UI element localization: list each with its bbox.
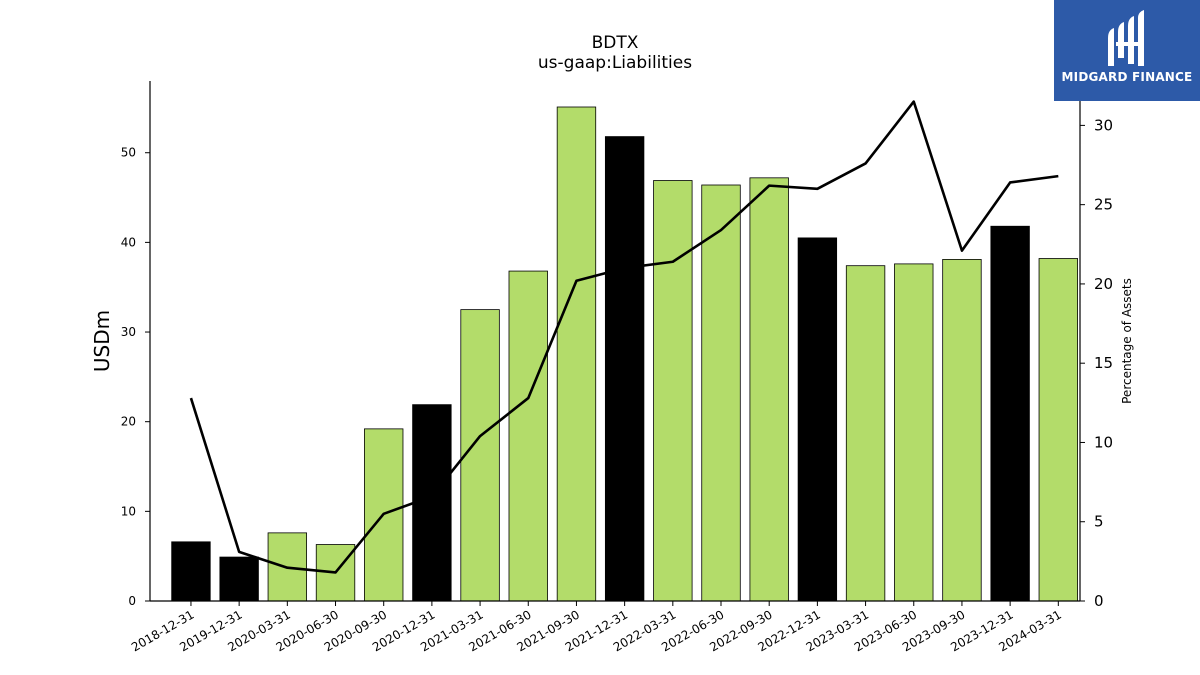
- logo: MIDGARD FINANCE: [1054, 0, 1200, 101]
- bar-group: [171, 106, 1078, 602]
- y-axis-label-right: Percentage of Assets: [1120, 278, 1134, 404]
- bar-2023-12-31: [990, 225, 1030, 602]
- logo-text: MIDGARD FINANCE: [1061, 70, 1193, 84]
- y-tick-label-right: 0: [1094, 592, 1104, 610]
- bar-2018-12-31: [171, 541, 211, 602]
- bar-2023-03-31: [845, 265, 886, 602]
- y-tick-label-left: 50: [121, 146, 136, 160]
- y-tick-label-left: 10: [121, 504, 136, 518]
- bar-2021-03-31: [460, 309, 500, 602]
- line-group: [189, 100, 1059, 574]
- y-tick-label-right: 5: [1094, 513, 1104, 531]
- y-tick-label-right: 10: [1094, 433, 1113, 451]
- y-axis-label-left: USDm: [90, 310, 114, 372]
- chart-title: BDTX: [592, 33, 639, 53]
- bar-2023-06-30: [894, 263, 934, 602]
- percentage-line: [189, 100, 1059, 574]
- bar-2022-03-31: [653, 180, 693, 602]
- y-tick-label-right: 25: [1094, 196, 1113, 214]
- y-tick-label-right: 30: [1094, 116, 1113, 134]
- y-tick-label-right: 20: [1094, 275, 1113, 293]
- chart-subtitle: us-gaap:Liabilities: [538, 53, 692, 73]
- bar-2021-09-30: [556, 106, 597, 602]
- bar-2023-09-30: [942, 259, 982, 602]
- bar-2021-06-30: [508, 270, 548, 602]
- y-tick-label-left: 30: [121, 325, 136, 339]
- y-tick-label-left: 40: [121, 235, 136, 249]
- bar-2022-12-31: [797, 237, 838, 602]
- logo-mark-icon: [1108, 10, 1144, 66]
- bar-2020-12-31: [412, 404, 452, 602]
- bar-2021-12-31: [604, 136, 645, 602]
- bar-2024-03-31: [1038, 258, 1078, 602]
- bar-2019-12-31: [219, 556, 259, 602]
- bar-2022-09-30: [749, 177, 789, 602]
- y-tick-label-left: 20: [121, 415, 136, 429]
- y-tick-label-right: 15: [1094, 354, 1113, 372]
- y-tick-label-left: 0: [128, 594, 136, 608]
- bar-2022-06-30: [701, 184, 741, 602]
